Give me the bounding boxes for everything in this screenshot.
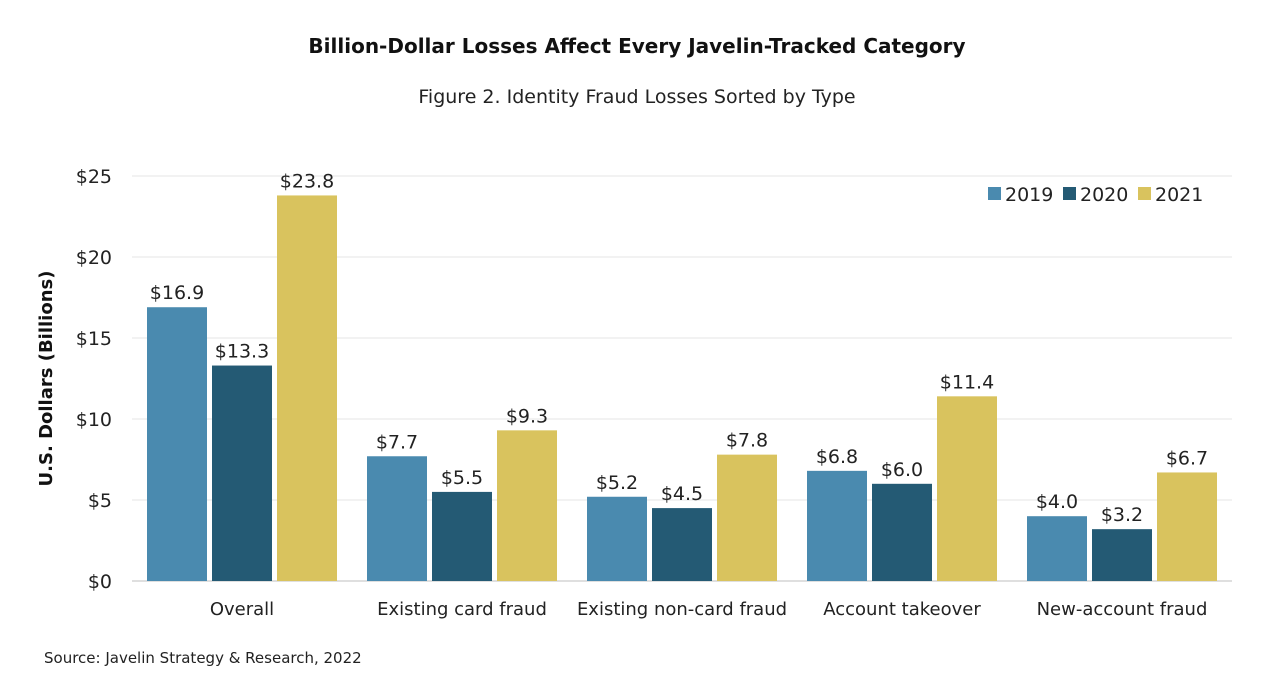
bar-2021 <box>277 195 337 581</box>
bar-2020 <box>1092 529 1152 581</box>
y-axis-title: U.S. Dollars (Billions) <box>36 271 57 487</box>
bar-2019 <box>367 456 427 581</box>
bar-2019 <box>587 496 647 581</box>
bar-2020 <box>432 491 492 581</box>
data-label: $7.7 <box>376 431 418 453</box>
x-tick-label: New-account fraud <box>1037 599 1208 620</box>
bar-2020 <box>872 483 932 581</box>
data-label: $11.4 <box>940 371 994 393</box>
bar-2021 <box>1157 472 1217 581</box>
legend-swatch-2021 <box>1138 187 1151 200</box>
data-label: $5.2 <box>596 472 638 494</box>
chart-subtitle: Figure 2. Identity Fraud Losses Sorted b… <box>418 86 856 108</box>
data-label: $4.5 <box>661 483 703 505</box>
legend-swatch-2020 <box>1063 187 1076 200</box>
data-label: $7.8 <box>726 430 768 452</box>
bar-2019 <box>807 470 867 581</box>
y-tick-label: $5 <box>88 490 112 512</box>
x-tick-label: Existing non-card fraud <box>577 599 787 620</box>
bar-2019 <box>147 307 207 581</box>
bar-2020 <box>212 365 272 581</box>
bar-2020 <box>652 508 712 581</box>
data-label: $13.3 <box>215 341 269 363</box>
data-label: $6.8 <box>816 446 858 468</box>
chart-title: Billion-Dollar Losses Affect Every Javel… <box>308 34 966 58</box>
legend-label-2021: 2021 <box>1155 184 1203 206</box>
x-tick-label: Account takeover <box>823 599 981 620</box>
data-label: $6.7 <box>1166 447 1208 469</box>
bar-2019 <box>1027 516 1087 581</box>
data-label: $9.3 <box>506 405 548 427</box>
legend-label-2020: 2020 <box>1080 184 1128 206</box>
data-label: $3.2 <box>1101 504 1143 526</box>
data-label: $5.5 <box>441 467 483 489</box>
bar-2021 <box>497 430 557 581</box>
bar-2021 <box>937 396 997 581</box>
bar-2021 <box>717 454 777 581</box>
y-tick-label: $10 <box>76 409 112 431</box>
data-label: $4.0 <box>1036 491 1078 513</box>
x-tick-label: Overall <box>210 599 274 620</box>
y-tick-label: $0 <box>88 571 112 593</box>
data-label: $6.0 <box>881 459 923 481</box>
x-tick-label: Existing card fraud <box>377 599 547 620</box>
legend-swatch-2019 <box>988 187 1001 200</box>
y-tick-label: $15 <box>76 328 112 350</box>
legend-label-2019: 2019 <box>1005 184 1053 206</box>
y-tick-label: $20 <box>76 247 112 269</box>
source-note: Source: Javelin Strategy & Research, 202… <box>44 649 362 667</box>
data-label: $23.8 <box>280 170 334 192</box>
y-tick-label: $25 <box>76 166 112 188</box>
data-label: $16.9 <box>150 282 204 304</box>
